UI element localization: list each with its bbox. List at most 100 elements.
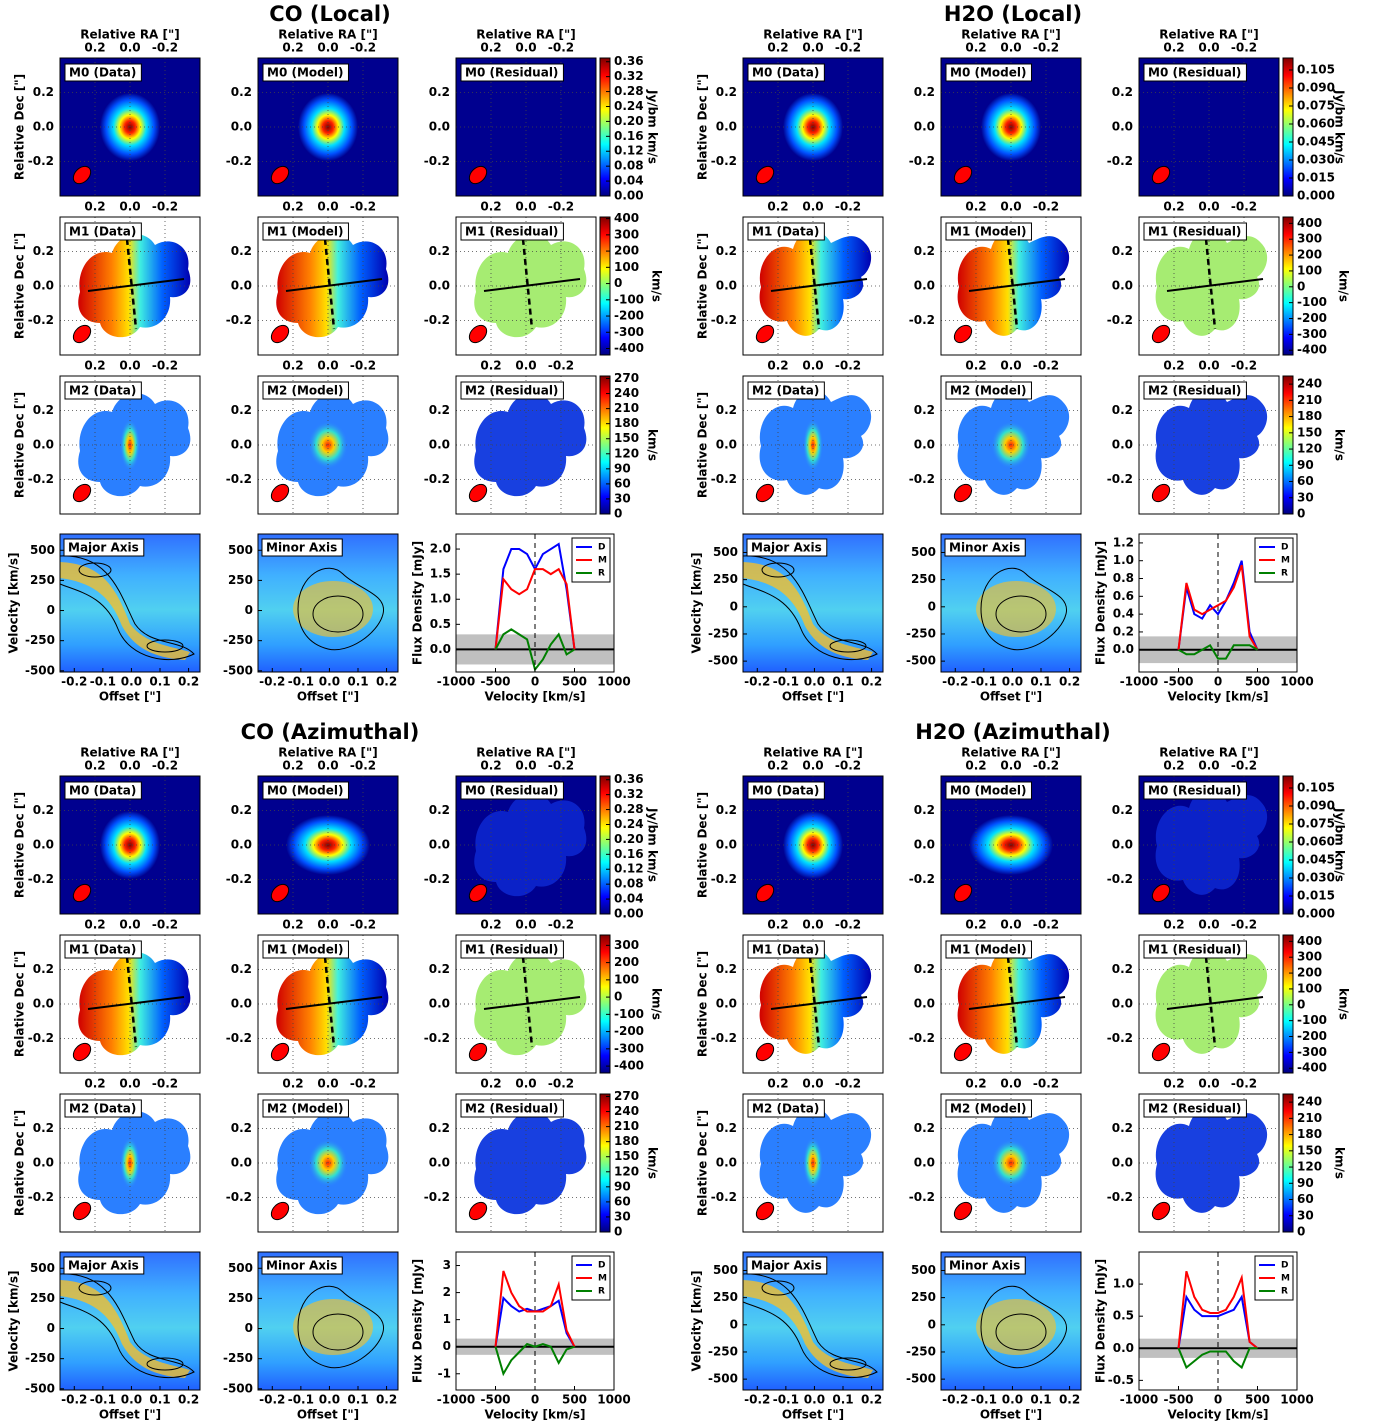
- panel-label: M0 (Residual): [1148, 784, 1241, 798]
- dec-tick-label: -0.2: [424, 1190, 450, 1204]
- dec-tick-label: 0.2: [1112, 1121, 1133, 1135]
- panel-label: M1 (Model): [950, 225, 1026, 239]
- label-box: [945, 781, 1032, 800]
- dec-tick-label: 0.2: [1112, 85, 1133, 99]
- panel-frame: [940, 375, 1082, 515]
- colorbar-label: km/s: [1337, 270, 1351, 302]
- panel-frame: [742, 375, 884, 515]
- beam: [270, 324, 290, 344]
- ra-tick-label: -0.2: [1033, 41, 1059, 55]
- panel-frame: [257, 375, 399, 515]
- colorbar-tick-label: 0.015: [1297, 171, 1335, 185]
- dec-tick-label: 0.2: [429, 962, 450, 976]
- spectrum-line: [1177, 1294, 1259, 1350]
- dec-tick-label: 0.0: [33, 120, 54, 134]
- y-tick-label: 1.0: [1113, 1277, 1134, 1291]
- ra-tick-label: -0.2: [835, 41, 861, 55]
- dec-tick-label: -0.2: [226, 472, 252, 486]
- x-tick-label: 0.1: [1030, 675, 1051, 689]
- panel-frame: [940, 775, 1082, 915]
- minor-axis-line: [1005, 946, 1019, 1048]
- ra-tick-label: 0.0: [1198, 41, 1219, 55]
- dec-tick-label: 0.0: [716, 279, 737, 293]
- colorbar-tick-label: 0.060: [1297, 117, 1335, 131]
- panel-frame: [257, 216, 399, 356]
- colorbar-tick-label: 0.075: [1297, 817, 1335, 831]
- panel-frame: [742, 533, 884, 673]
- colorbar-tick-label: 100: [614, 260, 639, 274]
- colorbar-tick-label: 200: [614, 955, 639, 969]
- y-tick-label: -250: [708, 626, 738, 640]
- label-box: [1143, 781, 1247, 800]
- x-tick-label: -0.2: [259, 1393, 285, 1407]
- colorbar-tick-label: 0.090: [1297, 81, 1335, 95]
- x-tick-label: 1000: [597, 1393, 630, 1407]
- ra-tick-label: -0.2: [835, 918, 861, 932]
- colorbar-tick-label: 0.030: [1297, 871, 1335, 885]
- panel-label: M1 (Data): [69, 943, 136, 957]
- x-tick-label: -0.1: [288, 1393, 314, 1407]
- ra-tick-label: 0.2: [1163, 359, 1184, 373]
- beam: [953, 883, 973, 903]
- dec-tick-label: -0.2: [424, 872, 450, 886]
- y-tick-label: 0.4: [1113, 607, 1134, 621]
- pv-contour: [59, 1273, 195, 1379]
- minor-axis-line: [124, 228, 138, 330]
- y-axis-label: Flux Density [mJy]: [411, 1259, 425, 1383]
- y-tick-label: 500: [30, 543, 55, 557]
- x-tick-label: 0.1: [149, 675, 170, 689]
- ra-tick-label: -0.2: [350, 359, 376, 373]
- ra-tick-label: -0.2: [1033, 1077, 1059, 1091]
- colorbar: [599, 1093, 611, 1233]
- y-tick-label: 0.5: [1113, 1309, 1134, 1323]
- minor-axis-line: [807, 228, 821, 330]
- x-tick-label: 0.2: [1059, 1393, 1080, 1407]
- colorbar-tick-label: 60: [614, 1194, 631, 1208]
- label-box: [64, 1099, 142, 1118]
- major-axis-line: [87, 278, 185, 292]
- major-axis-line: [770, 996, 868, 1010]
- dec-tick-label: 0.0: [33, 997, 54, 1011]
- colorbar-tick-label: 0.32: [614, 787, 644, 801]
- label-box: [460, 381, 564, 400]
- ra-tick-label: 0.0: [515, 359, 536, 373]
- beam: [468, 324, 488, 344]
- colorbar-tick-label: 30: [1297, 1208, 1314, 1222]
- minor-axis-line: [124, 946, 138, 1048]
- beam: [72, 165, 92, 185]
- ra-tick-label: 0.0: [317, 41, 338, 55]
- colorbar-tick-label: 120: [1297, 442, 1322, 456]
- colorbar: [1282, 775, 1294, 915]
- minor-axis-line: [322, 228, 336, 330]
- x-tick-label: 0.0: [804, 675, 825, 689]
- x-tick-label: -0.2: [744, 1393, 770, 1407]
- x-tick-label: 0: [531, 1393, 539, 1407]
- dec-tick-label: 0.2: [231, 1121, 252, 1135]
- colorbar-tick-label: 30: [614, 491, 631, 505]
- colorbar-tick-label: 0.08: [614, 877, 644, 891]
- label-box: [747, 940, 825, 959]
- major-axis-line: [1166, 278, 1264, 292]
- ra-tick-label: 0.2: [480, 200, 501, 214]
- panel-label: M0 (Residual): [1148, 66, 1241, 80]
- y-tick-label: 0.0: [1113, 1341, 1134, 1355]
- ra-tick-label: 0.0: [1000, 1077, 1021, 1091]
- panel-label: M1 (Data): [69, 225, 136, 239]
- panel-label: M1 (Model): [267, 225, 343, 239]
- y-tick-label: 500: [911, 1263, 936, 1277]
- panel-label: M0 (Data): [69, 784, 136, 798]
- x-tick-label: 0.2: [861, 675, 882, 689]
- x-tick-label: -0.2: [61, 1393, 87, 1407]
- x-tick-label: -0.2: [61, 675, 87, 689]
- dec-tick-label: -0.2: [909, 313, 935, 327]
- panel-label: M0 (Model): [950, 66, 1026, 80]
- colorbar-tick-label: 0: [614, 276, 622, 290]
- panel-frame: [455, 216, 597, 356]
- ra-tick-label: 0.0: [515, 918, 536, 932]
- beam: [953, 165, 973, 185]
- panel-label: M2 (Residual): [1148, 384, 1241, 398]
- x-tick-label: -0.1: [90, 675, 116, 689]
- ra-axis-label: Relative RA ["]: [1159, 28, 1259, 42]
- y-tick-label: 0.8: [1113, 571, 1134, 585]
- x-axis-label: Offset ["]: [980, 1408, 1042, 1422]
